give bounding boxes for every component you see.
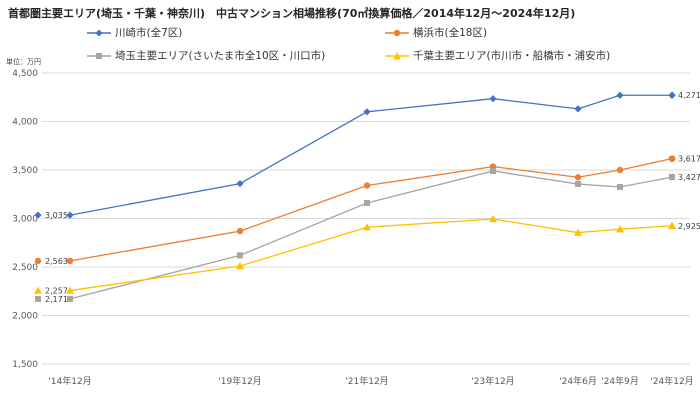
data-point bbox=[363, 223, 371, 231]
data-point bbox=[363, 108, 371, 116]
x-tick-label: '14年12月 bbox=[48, 375, 91, 387]
y-tick-label: 1,500 bbox=[12, 360, 38, 370]
legend-item-saitama: 埼玉主要エリア(さいたま市全10区・川口市) bbox=[86, 48, 325, 63]
x-tick-label: '24年9月 bbox=[601, 375, 639, 387]
y-tick-label: 3,000 bbox=[12, 215, 38, 225]
legend-item-yokohama: 横浜市(全18区) bbox=[384, 25, 487, 40]
data-point bbox=[574, 105, 582, 113]
data-point bbox=[489, 214, 497, 223]
start-label-marker bbox=[35, 295, 41, 302]
x-tick-label: '23年12月 bbox=[471, 375, 514, 387]
data-point bbox=[236, 227, 244, 235]
data-point bbox=[490, 167, 496, 174]
start-label-marker bbox=[34, 257, 42, 265]
x-tick-label: '24年12月 bbox=[650, 375, 693, 387]
y-tick-label: 2,500 bbox=[12, 263, 38, 273]
data-point bbox=[574, 174, 582, 181]
data-point bbox=[364, 199, 370, 206]
y-tick-label: 4,000 bbox=[12, 118, 38, 128]
start-data-label: 2,171 bbox=[45, 295, 68, 304]
data-point bbox=[575, 181, 581, 188]
x-tick-label: '24年6月 bbox=[559, 375, 597, 387]
end-point-marker bbox=[668, 155, 676, 162]
legend-label-kawasaki: 川崎市(全7区) bbox=[115, 27, 183, 39]
legend-label-saitama: 埼玉主要エリア(さいたま市全10区・川口市) bbox=[115, 50, 326, 62]
data-point bbox=[363, 182, 371, 189]
start-label-marker bbox=[34, 286, 42, 294]
legend-label-yokohama: 横浜市(全18区) bbox=[413, 27, 488, 39]
data-point bbox=[617, 183, 623, 190]
end-data-label: 3,427 bbox=[678, 173, 700, 182]
x-tick-label: '21年12月 bbox=[345, 375, 388, 387]
chart-title: 首都圏主要エリア(埼玉・千葉・神奈川) 中古マンション相場推移(70㎡換算価格／… bbox=[8, 7, 576, 20]
series-line bbox=[69, 218, 673, 292]
data-point bbox=[616, 225, 624, 233]
y-tick-label: 3,500 bbox=[12, 166, 38, 176]
data-point bbox=[236, 262, 244, 270]
start-label-marker bbox=[34, 211, 42, 219]
end-data-label: 2,925 bbox=[678, 222, 700, 231]
start-data-label: 2,563 bbox=[45, 257, 68, 266]
legend-item-kawasaki: 川崎市(全7区) bbox=[86, 25, 182, 40]
data-point bbox=[66, 211, 74, 219]
legend-item-chiba: 千葉主要エリア(市川市・船橋市・浦安市) bbox=[384, 48, 610, 63]
start-data-label: 2,257 bbox=[45, 287, 68, 296]
unit-label: 単位：万円 bbox=[6, 58, 41, 66]
data-point bbox=[616, 166, 624, 174]
end-point-marker bbox=[668, 221, 676, 229]
end-point-marker bbox=[668, 91, 676, 99]
end-data-label: 4,271 bbox=[678, 91, 700, 100]
end-data-label: 3,617 bbox=[678, 155, 700, 164]
end-point-marker bbox=[669, 174, 675, 181]
legend-label-chiba: 千葉主要エリア(市川市・船橋市・浦安市) bbox=[413, 50, 611, 62]
y-tick-label: 2,000 bbox=[12, 312, 38, 322]
start-data-label: 3,035 bbox=[45, 211, 68, 220]
y-tick-label: 4,500 bbox=[12, 69, 38, 79]
legend-marker-diamond-icon bbox=[87, 29, 111, 36]
data-point bbox=[574, 228, 582, 236]
data-point bbox=[236, 179, 244, 188]
legend-marker-triangle-icon bbox=[385, 51, 409, 59]
series-line bbox=[69, 94, 672, 216]
legend-marker-square-icon bbox=[87, 52, 111, 59]
data-point bbox=[237, 252, 243, 259]
legend: 川崎市(全7区) 横浜市(全18区) 埼玉主要エリア(さいたま市全10区・川口市… bbox=[0, 0, 700, 70]
series-line bbox=[69, 170, 673, 300]
data-point bbox=[616, 91, 624, 99]
data-point bbox=[67, 295, 73, 302]
x-tick-label: '19年12月 bbox=[218, 375, 261, 387]
data-point bbox=[66, 257, 74, 265]
legend-marker-circle-icon bbox=[385, 29, 409, 36]
data-point bbox=[489, 95, 497, 103]
data-point bbox=[66, 286, 74, 294]
series-line bbox=[69, 158, 673, 262]
